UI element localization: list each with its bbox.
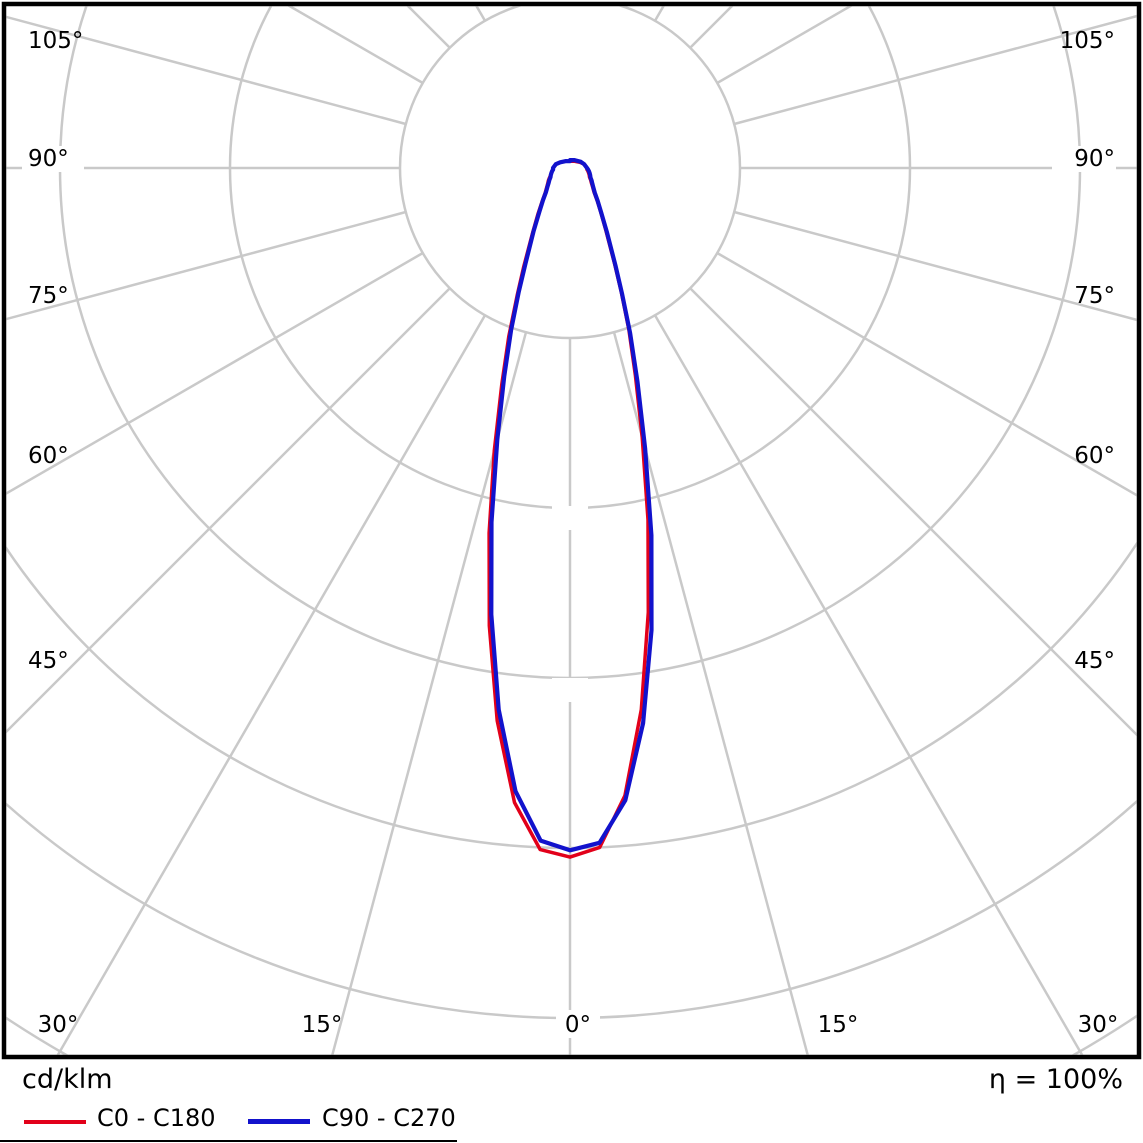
angle-label-right-90: 90° — [1074, 146, 1115, 172]
efficiency-label: η = 100% — [988, 1064, 1123, 1095]
grid-radial — [653, 314, 1084, 1055]
grid-radial — [6, 251, 424, 495]
label-backplate — [1052, 146, 1116, 172]
grid-radial — [716, 251, 1137, 497]
intensity-curves — [487, 158, 654, 859]
angle-label-bottom-30r: 30° — [1078, 1012, 1119, 1038]
legend-swatch-c90-c270 — [248, 1119, 310, 1124]
angle-label-left-60: 60° — [28, 443, 69, 469]
label-backplate — [556, 1010, 600, 1038]
unit-label: cd/klm — [22, 1064, 113, 1095]
plot-border — [1, 1, 1142, 1060]
grid-radial — [56, 314, 487, 1055]
chart-background — [0, 0, 1143, 1062]
chart-footer: cd/klm η = 100% C0 - C180 C90 - C270 — [0, 1062, 1143, 1143]
angle-label-left-105: 105° — [28, 28, 83, 54]
angle-label-bottom-0: 0° — [565, 1012, 591, 1038]
grid-label-gap — [552, 678, 588, 702]
legend-label-c90-c270: C90 - C270 — [322, 1104, 456, 1132]
angle-label-left-75: 75° — [28, 283, 69, 309]
grid-radial — [733, 210, 1137, 322]
grid-radial — [6, 287, 451, 734]
angle-labels: 105° 90° 75° 60° 45° 105° 90° 75° 60° 45… — [22, 28, 1118, 1038]
curve-c90-c270 — [489, 158, 654, 853]
grid-radial — [733, 14, 1137, 126]
legend-swatch-c0-c180 — [24, 1120, 86, 1124]
angle-label-bottom-15r: 15° — [818, 1012, 859, 1038]
angle-label-bottom-30l: 30° — [38, 1012, 79, 1038]
grid-radial — [689, 287, 1137, 737]
polar-intensity-diagram: 105° 90° 75° 60° 45° 105° 90° 75° 60° 45… — [0, 0, 1143, 1062]
angle-label-left-90: 90° — [28, 146, 69, 172]
grid-radial — [6, 15, 407, 126]
grid-radial — [6, 210, 407, 321]
label-backplate — [22, 146, 84, 172]
footer-rule — [0, 1140, 457, 1142]
grid-radial — [331, 331, 528, 1055]
angle-label-right-60: 60° — [1074, 443, 1115, 469]
angle-label-right-45: 45° — [1074, 648, 1115, 674]
angle-label-right-75: 75° — [1074, 283, 1115, 309]
grid-radial — [612, 331, 809, 1055]
legend-label-c0-c180: C0 - C180 — [97, 1104, 216, 1132]
angle-label-bottom-15l: 15° — [302, 1012, 343, 1038]
angle-label-right-105: 105° — [1060, 28, 1115, 54]
angle-label-left-45: 45° — [28, 648, 69, 674]
grid-label-gap — [552, 506, 588, 530]
